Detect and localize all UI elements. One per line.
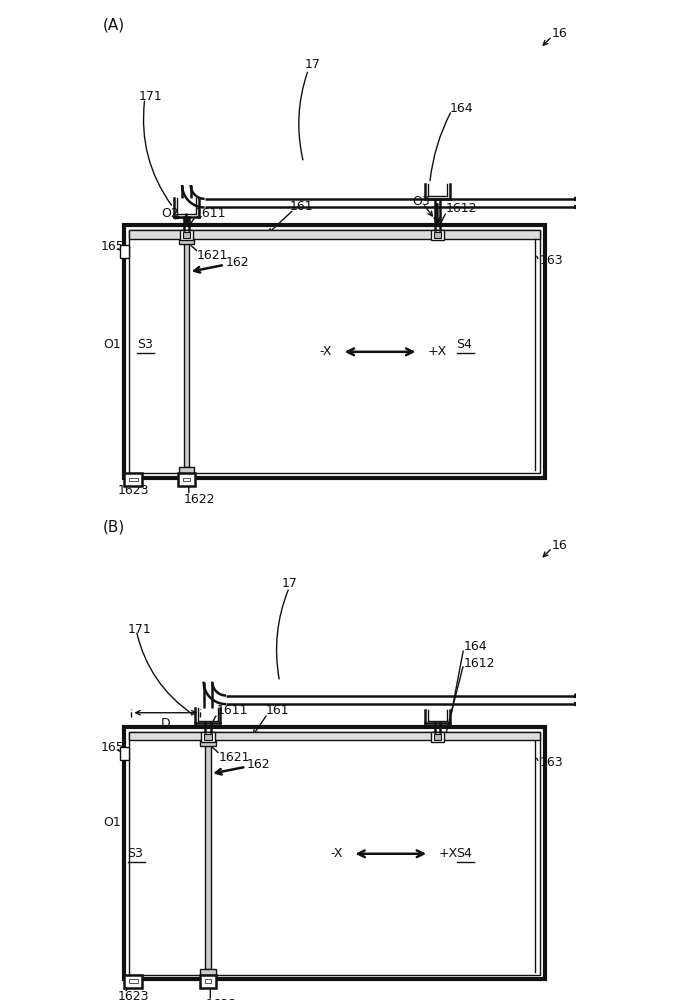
Text: 1611: 1611: [216, 704, 248, 717]
Text: +X: +X: [428, 345, 447, 358]
Text: 164: 164: [450, 102, 473, 114]
Bar: [431, 732, 444, 742]
Bar: [120, 747, 129, 760]
Bar: [124, 473, 142, 486]
Bar: [202, 732, 214, 742]
Text: S3: S3: [127, 847, 144, 860]
Text: S4: S4: [456, 338, 472, 351]
Text: 17: 17: [281, 577, 297, 590]
Text: 1611: 1611: [195, 207, 226, 220]
Text: 162: 162: [247, 758, 271, 771]
Bar: [183, 478, 190, 481]
Bar: [129, 230, 540, 239]
Bar: [433, 734, 441, 740]
Text: 161: 161: [289, 200, 313, 213]
Bar: [129, 732, 540, 740]
Text: 1622: 1622: [184, 493, 216, 506]
Text: 1623: 1623: [118, 484, 150, 497]
Text: +X: +X: [439, 847, 458, 860]
Text: O1: O1: [102, 816, 121, 829]
FancyBboxPatch shape: [124, 225, 545, 478]
Text: 164: 164: [464, 640, 487, 653]
Bar: [433, 232, 441, 238]
Bar: [200, 975, 216, 988]
Bar: [124, 975, 142, 988]
Text: 171: 171: [127, 623, 152, 636]
Text: 162: 162: [226, 256, 249, 269]
Bar: [431, 230, 444, 240]
Text: 1622: 1622: [206, 998, 237, 1000]
Text: 1623: 1623: [118, 990, 150, 1000]
Text: S3: S3: [137, 338, 153, 351]
FancyBboxPatch shape: [124, 727, 545, 979]
Text: O2: O2: [162, 207, 179, 220]
Bar: [180, 230, 193, 240]
Text: 165: 165: [100, 741, 124, 754]
Bar: [200, 969, 216, 975]
Text: O3: O3: [412, 195, 430, 208]
Text: 1621: 1621: [197, 249, 228, 262]
Text: -X: -X: [319, 345, 332, 358]
Bar: [129, 478, 137, 481]
Bar: [183, 239, 189, 467]
Bar: [205, 979, 211, 983]
Bar: [120, 245, 129, 258]
Text: 16: 16: [552, 539, 568, 552]
Text: S4: S4: [456, 847, 472, 860]
Bar: [179, 467, 194, 473]
Text: 1612: 1612: [464, 657, 495, 670]
Bar: [183, 232, 190, 238]
Text: 165: 165: [100, 240, 124, 253]
Text: 1621: 1621: [218, 751, 250, 764]
Text: 163: 163: [539, 756, 563, 769]
Text: -X: -X: [330, 847, 343, 860]
Bar: [204, 734, 212, 740]
Bar: [200, 740, 216, 746]
Text: (A): (A): [102, 17, 125, 32]
Bar: [179, 473, 195, 486]
Bar: [205, 740, 211, 969]
Bar: [129, 979, 137, 983]
Text: 161: 161: [266, 704, 289, 717]
Text: D: D: [161, 717, 171, 730]
Text: (B): (B): [102, 519, 125, 534]
Bar: [179, 239, 194, 244]
Text: 171: 171: [139, 90, 162, 103]
Text: O1: O1: [102, 338, 121, 351]
Text: 17: 17: [305, 58, 321, 71]
Text: 16: 16: [552, 27, 568, 40]
Text: 1612: 1612: [446, 202, 477, 215]
Text: 163: 163: [539, 254, 563, 267]
